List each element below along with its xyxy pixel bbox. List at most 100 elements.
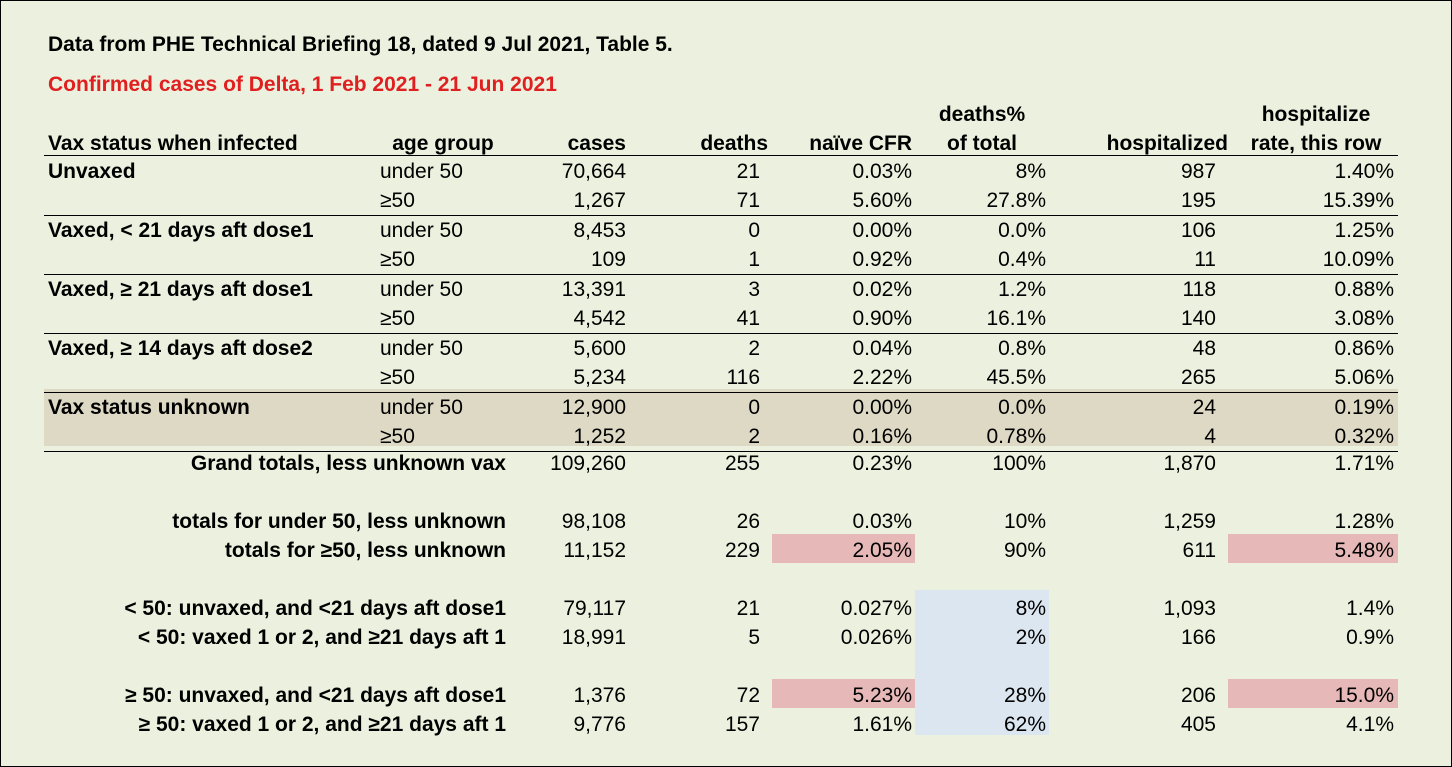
hosp-rate-cell: 1.28% bbox=[1334, 510, 1394, 533]
cases-cell: 5,600 bbox=[573, 337, 626, 360]
cases-cell: 1,376 bbox=[573, 684, 626, 707]
hospitalized-cell: 118 bbox=[1182, 278, 1216, 301]
deaths-cell: 41 bbox=[736, 307, 760, 330]
deaths-pct-cell: 0.0% bbox=[998, 219, 1046, 242]
hosp-rate-cell: 3.08% bbox=[1334, 307, 1394, 330]
cfr-cell: 2.05% bbox=[852, 539, 912, 562]
deaths-cell: 0 bbox=[748, 219, 760, 242]
hospitalized-cell: 206 bbox=[1180, 684, 1216, 707]
cfr-cell: 0.00% bbox=[852, 396, 912, 419]
hosp-rate-cell: 1.40% bbox=[1334, 160, 1394, 183]
header-vax-status: Vax status when infected bbox=[48, 132, 298, 155]
deaths-pct-cell: 1.2% bbox=[998, 278, 1046, 301]
unknown-band bbox=[44, 389, 1398, 446]
header-cases: cases bbox=[567, 132, 626, 155]
cfr-cell: 0.03% bbox=[852, 510, 912, 533]
deaths-cell: 3 bbox=[748, 278, 760, 301]
hosp-rate-cell: 0.86% bbox=[1334, 337, 1394, 360]
hospitalized-cell: 1,870 bbox=[1163, 452, 1216, 475]
summary-row: < 50: unvaxed, and <21 days aft dose1 79,… bbox=[0, 594, 1452, 623]
age-group-cell: ≥50 bbox=[380, 425, 415, 448]
cases-cell: 11,152 bbox=[563, 539, 626, 562]
table-row: ≥50 5,234 116 2.22% 45.5% 265 5.06% bbox=[0, 363, 1452, 392]
header-hospitalized: hospitalized bbox=[1106, 132, 1228, 155]
hosp-rate-cell: 15.39% bbox=[1322, 189, 1394, 212]
cfr-cell: 1.61% bbox=[852, 713, 912, 736]
header-hosp-rate: hospitalize bbox=[1261, 103, 1371, 126]
cases-cell: 109,260 bbox=[550, 452, 626, 475]
deaths-cell: 2 bbox=[748, 337, 760, 360]
cases-cell: 18,991 bbox=[561, 626, 626, 649]
summary-row: < 50: vaxed 1 or 2, and ≥21 days aft 1 18… bbox=[0, 623, 1452, 652]
deaths-pct-cell: 0.78% bbox=[986, 425, 1046, 448]
hosp-rate-cell: 5.48% bbox=[1334, 539, 1394, 562]
hospitalized-cell: 140 bbox=[1180, 307, 1216, 330]
deaths-cell: 71 bbox=[736, 189, 760, 212]
hosp-rate-cell: 0.9% bbox=[1346, 626, 1394, 649]
hosp-rate-cell: 1.4% bbox=[1346, 597, 1394, 620]
cfr-cell: 0.04% bbox=[852, 337, 912, 360]
group-rule bbox=[44, 215, 1398, 216]
age-group-cell: under 50 bbox=[380, 278, 463, 301]
table-row: Vaxed, ≥ 14 days aft dose2 under 50 5,600 2… bbox=[0, 334, 1452, 363]
deaths-cell: 26 bbox=[736, 510, 760, 533]
vax-status-label: Vaxed, ≥ 21 days aft dose1 bbox=[48, 278, 313, 301]
table-row: ≥50 109 1 0.92% 0.4% 11 10.09% bbox=[0, 245, 1452, 274]
deaths-pct-cell: 0.0% bbox=[998, 396, 1046, 419]
summary-label: totals for under 50, less unknown bbox=[172, 510, 506, 533]
cases-cell: 79,117 bbox=[563, 597, 626, 620]
cfr-cell: 0.027% bbox=[840, 597, 912, 620]
table-title: Data from PHE Technical Briefing 18, dat… bbox=[48, 33, 673, 56]
cfr-cell: 0.026% bbox=[840, 626, 912, 649]
cases-cell: 109 bbox=[590, 248, 626, 271]
hosp-rate-cell: 4.1% bbox=[1346, 713, 1394, 736]
cases-cell: 13,391 bbox=[561, 278, 626, 301]
hospitalized-cell: 11 bbox=[1194, 248, 1216, 271]
vax-status-label: Vaxed, < 21 days aft dose1 bbox=[48, 219, 314, 242]
hosp-rate-cell: 1.71% bbox=[1334, 452, 1394, 475]
summary-row: Grand totals, less unknown vax 109,260 255… bbox=[0, 449, 1452, 478]
deaths-cell: 1 bbox=[748, 248, 760, 271]
cases-cell: 9,776 bbox=[573, 713, 626, 736]
hospitalized-cell: 166 bbox=[1180, 626, 1216, 649]
hosp-rate-cell: 10.09% bbox=[1322, 248, 1394, 271]
cases-cell: 70,664 bbox=[561, 160, 626, 183]
group-rule bbox=[44, 451, 1398, 452]
cases-cell: 12,900 bbox=[561, 396, 626, 419]
summary-row: totals for ≥50, less unknown 11,152 229 2.0… bbox=[0, 536, 1452, 565]
deaths-pct-cell: 0.4% bbox=[998, 248, 1046, 271]
deaths-cell: 2 bbox=[748, 425, 760, 448]
vax-status-label: Vax status unknown bbox=[48, 396, 250, 419]
cfr-cell: 0.23% bbox=[852, 452, 912, 475]
hosp-rate-cell: 0.19% bbox=[1334, 396, 1394, 419]
hosp-rate-cell: 1.25% bbox=[1334, 219, 1394, 242]
hosp-rate-cell: 0.32% bbox=[1334, 425, 1394, 448]
hospitalized-cell: 1,259 bbox=[1163, 510, 1216, 533]
deaths-cell: 0 bbox=[748, 396, 760, 419]
hosp-rate-cell: 0.88% bbox=[1334, 278, 1394, 301]
header-deaths-pct: deaths% bbox=[938, 103, 1026, 126]
table-row: ≥50 1,267 71 5.60% 27.8% 195 15.39% bbox=[0, 186, 1452, 215]
hosp-rate-highlight bbox=[1228, 679, 1398, 708]
summary-row: ≥ 50: vaxed 1 or 2, and ≥21 days aft 1 9,… bbox=[0, 710, 1452, 739]
deaths-cell: 21 bbox=[736, 597, 760, 620]
header-hosp-rate-2: rate, this row bbox=[1250, 132, 1382, 155]
hosp-rate-cell: 5.06% bbox=[1334, 366, 1394, 389]
hospitalized-cell: 4 bbox=[1204, 425, 1216, 448]
deaths-pct-highlight bbox=[915, 590, 1049, 735]
cases-cell: 98,108 bbox=[561, 510, 626, 533]
header-age-group: age group bbox=[392, 132, 494, 155]
summary-label: < 50: vaxed 1 or 2, and ≥21 days aft 1 bbox=[137, 626, 506, 649]
age-group-cell: under 50 bbox=[380, 219, 463, 242]
cfr-cell: 0.92% bbox=[852, 248, 912, 271]
hospitalized-cell: 987 bbox=[1180, 160, 1216, 183]
hospitalized-cell: 106 bbox=[1180, 219, 1216, 242]
deaths-cell: 72 bbox=[736, 684, 760, 707]
age-group-cell: ≥50 bbox=[380, 189, 415, 212]
deaths-pct-cell: 90% bbox=[1003, 539, 1046, 562]
age-group-cell: ≥50 bbox=[380, 366, 415, 389]
hospitalized-cell: 48 bbox=[1192, 337, 1216, 360]
table-row: Vaxed, < 21 days aft dose1 under 50 8,453 0… bbox=[0, 216, 1452, 245]
deaths-pct-cell: 62% bbox=[1003, 713, 1046, 736]
